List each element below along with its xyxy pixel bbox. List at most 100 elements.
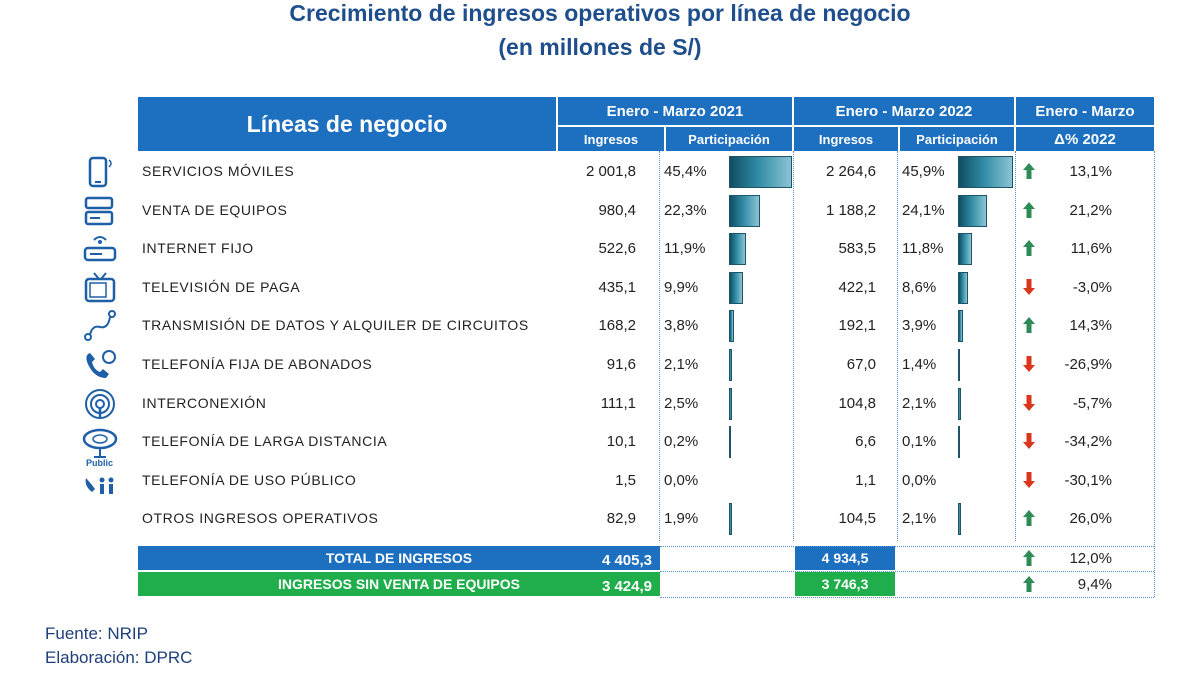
participation-bar-2021 [729,310,735,342]
header-lineas: Líneas de negocio [138,97,556,151]
participation-bar-2022 [958,388,961,420]
router-icon [83,236,117,262]
arrow-down-icon [1023,472,1035,488]
participation-bar-2021 [729,388,733,420]
header-ingresos-2021: Ingresos [558,127,664,151]
ingresos-2022: 6,6 [855,433,876,450]
ingresos-2022: 583,5 [838,240,876,257]
device-icon [84,196,114,226]
participation-bar-2022 [958,195,987,227]
arrow-up-icon [1023,163,1035,179]
arrow-down-icon [1023,395,1035,411]
row-label: OTROS INGRESOS OPERATIVOS [142,510,379,526]
participacion-2022: 2,1% [902,510,937,527]
table-row: INTERCONEXIÓN 111,1 2,5% 104,8 2,1% -5,7% [0,385,1200,423]
participacion-2022: 24,1% [902,202,945,219]
footer-fuente: Fuente: NRIP [45,624,148,643]
divider [1154,151,1155,597]
participation-bar-2021 [729,349,732,381]
mobile-phone-icon [88,156,112,188]
row-label: INTERNET FIJO [142,240,254,256]
data-link-icon [84,310,116,341]
row-label: VENTA DE EQUIPOS [142,202,288,218]
participacion-2021: 22,3% [664,202,707,219]
arrow-up-icon [1023,202,1035,218]
table-row: TELEFONÍA FIJA DE ABONADOS 91,6 2,1% 67,0 1,… [0,346,1200,384]
participacion-2022: 1,4% [902,356,937,373]
table-row: TELEVISIÓN DE PAGA 435,1 9,9% 422,1 8,6% -3,0… [0,269,1200,307]
ingresos-2021: 168,2 [598,317,636,334]
table-row: Public TELEFONÍA DE USO PÚBLICO 1,5 0,0% 1,1… [0,458,1200,500]
phone-icon [86,350,116,378]
footer-elaboracion: Elaboración: DPRC [45,648,193,667]
arrow-up-icon [1023,550,1035,566]
participacion-2021: 45,4% [664,163,707,180]
ingresos-2021: 10,1 [606,433,636,450]
participation-bar-2022 [958,272,969,304]
participation-bar-2021 [729,272,743,304]
ingresos-2021: 111,1 [600,395,636,412]
participation-bar-2022 [958,426,960,458]
participacion-2021: 11,9% [664,240,706,257]
header-participacion-2022: Participación [900,127,1014,151]
participacion-2022: 8,6% [902,279,937,296]
row-label: TELEFONÍA DE LARGA DISTANCIA [142,433,388,449]
ingresos-2022: 1,1 [855,472,876,489]
table-row: TRANSMISIÓN DE DATOS Y ALQUILER DE CIRCU… [0,307,1200,345]
participacion-2022: 0,1% [902,433,937,450]
total-delta: 12,0% [1069,550,1112,567]
header-ingresos-2022: Ingresos [794,127,898,151]
participacion-2021: 3,8% [664,317,699,334]
chart-subtitle: (en millones de S/) [498,34,702,60]
ingresos-2022: 2 264,6 [825,163,876,180]
header-participacion-2021: Participación [666,127,792,151]
participation-bar-2021 [729,156,792,188]
public-phone-icon [85,477,114,494]
divider [660,571,1154,572]
row-label: TELEVISIÓN DE PAGA [142,279,301,295]
ingresos-2021: 91,6 [606,356,636,373]
participacion-2022: 45,9% [902,163,945,180]
participacion-2021: 1,9% [664,510,699,527]
ingresos-2022: 104,5 [838,510,876,527]
participacion-2022: 0,0% [902,472,937,489]
arrow-up-icon [1023,576,1035,592]
header-period-2021: Enero - Marzo 2021 [558,97,792,125]
delta-value: 13,1% [1069,163,1112,180]
table-row: INTERNET FIJO 522,6 11,9% 583,5 11,8% 11,6% [0,230,1200,268]
delta-value: 14,3% [1069,317,1112,334]
delta-value: 21,2% [1069,202,1112,219]
delta-value: -34,2% [1064,433,1112,450]
participation-bar-2021 [729,195,760,227]
delta-value: -5,7% [1072,395,1112,412]
ingresos-2021: 82,9 [606,510,636,527]
participacion-2021: 2,1% [664,356,699,373]
ingresos-2022: 192,1 [838,317,876,334]
total-2021: 4 405,3 [601,552,652,569]
participacion-2021: 2,5% [664,395,699,412]
divider [1015,151,1016,541]
arrow-down-icon [1023,279,1035,295]
participation-bar-2021 [729,233,746,265]
participation-bar-2021 [729,503,732,535]
ingresos-2021: 435,1 [598,279,636,296]
divider [659,151,660,541]
total-sin-equipos-2021: 3 424,9 [601,578,652,595]
ingresos-2021: 980,4 [598,202,636,219]
participacion-2021: 0,0% [664,472,699,489]
ingresos-2021: 1,5 [615,472,636,489]
participation-bar-2022 [958,156,1013,188]
delta-value: -30,1% [1064,472,1112,489]
arrow-down-icon [1023,356,1035,372]
ingresos-2022: 104,8 [838,395,876,412]
row-label: TELEFONÍA FIJA DE ABONADOS [142,356,373,372]
table-row: OTROS INGRESOS OPERATIVOS 82,9 1,9% 104,5 2,… [0,500,1200,538]
delta-value: -26,9% [1064,356,1112,373]
participation-bar-2021 [729,426,731,458]
broadcast-icon [85,389,115,419]
total-label: TOTAL DE INGRESOS [138,546,660,570]
chart-title: Crecimiento de ingresos operativos por l… [289,0,911,26]
divider [793,151,794,541]
delta-value: 26,0% [1069,510,1112,527]
public-label: Public [86,458,114,468]
